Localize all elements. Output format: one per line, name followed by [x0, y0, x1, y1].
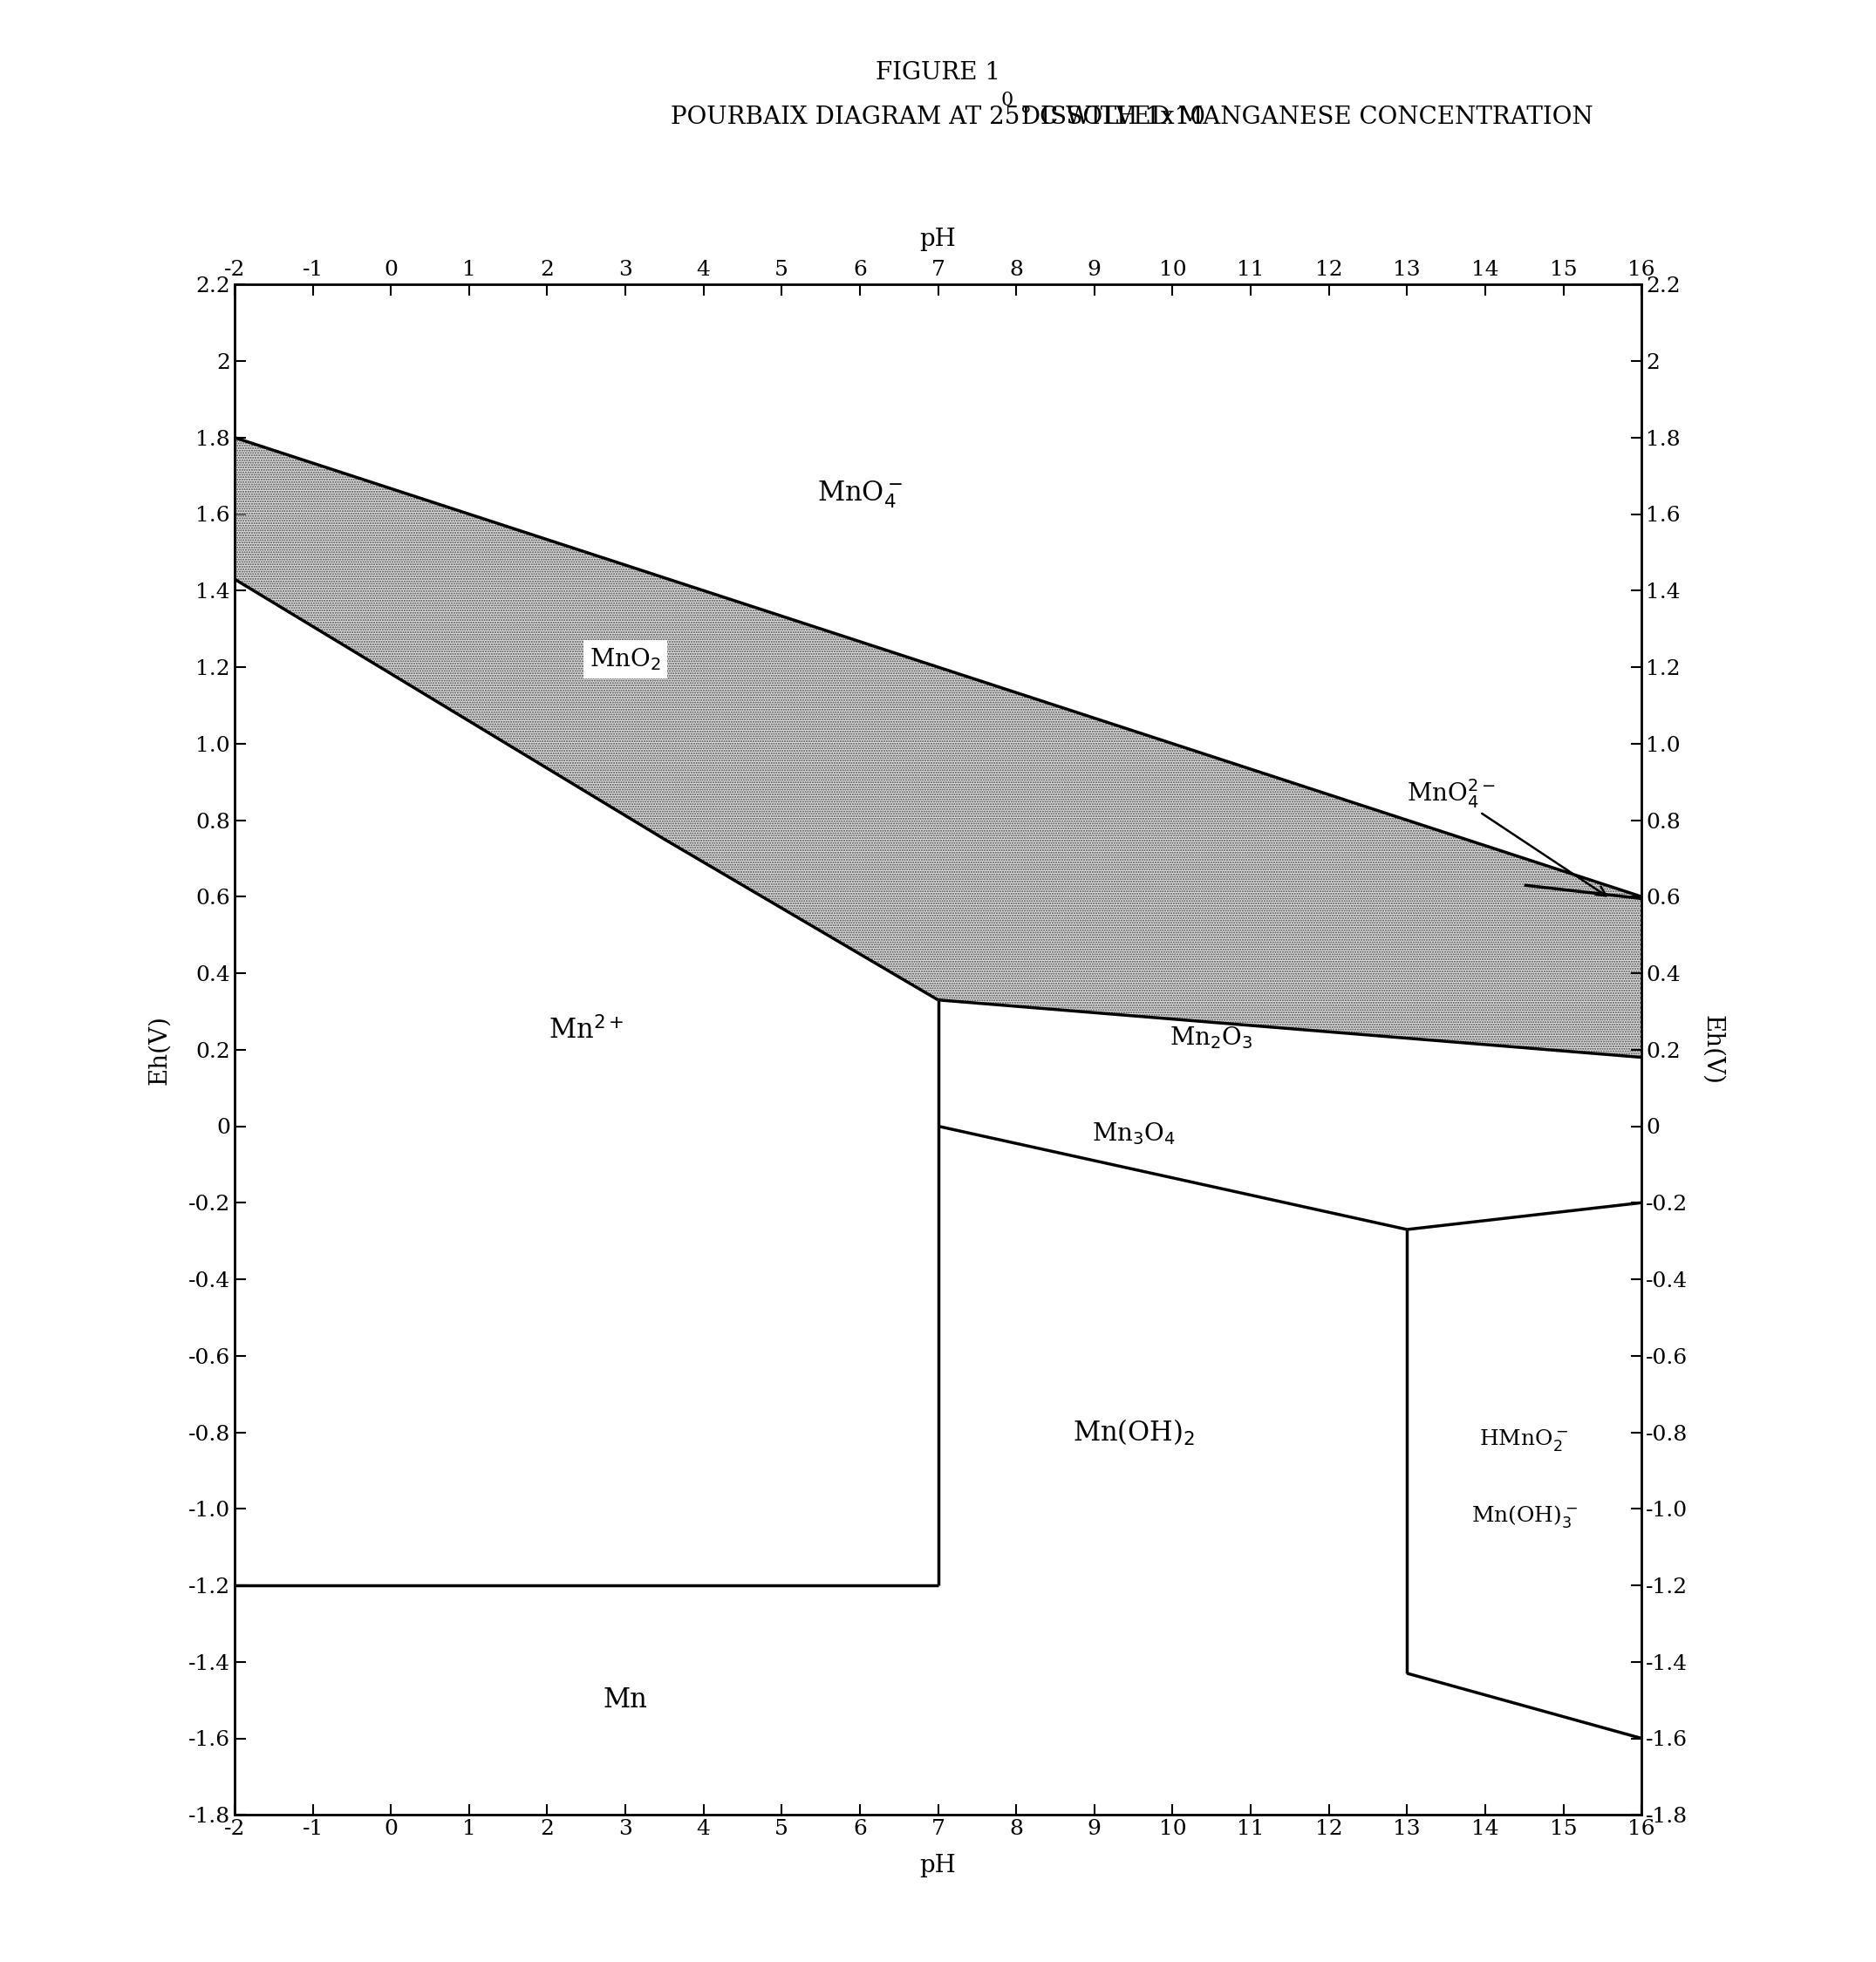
Text: DISSOLVED MANGANESE CONCENTRATION: DISSOLVED MANGANESE CONCENTRATION — [1013, 106, 1593, 129]
Text: Mn$_3$O$_4$: Mn$_3$O$_4$ — [1092, 1120, 1174, 1148]
Text: FIGURE 1: FIGURE 1 — [876, 61, 1000, 84]
Text: MnO$_4^{2-}$: MnO$_4^{2-}$ — [1407, 777, 1606, 897]
Text: Mn$_2$O$_3$: Mn$_2$O$_3$ — [1171, 1026, 1253, 1052]
Text: Mn$^{2+}$: Mn$^{2+}$ — [548, 1016, 625, 1044]
Text: MnO$_2$: MnO$_2$ — [589, 645, 660, 673]
Y-axis label: Eh(V): Eh(V) — [1702, 1014, 1724, 1085]
Y-axis label: Eh(V): Eh(V) — [148, 1014, 171, 1085]
X-axis label: pH: pH — [919, 1854, 957, 1878]
Text: Mn(OH)$_3^-$: Mn(OH)$_3^-$ — [1471, 1503, 1578, 1530]
Text: MnO$_4^-$: MnO$_4^-$ — [818, 479, 902, 510]
Text: Mn: Mn — [604, 1687, 647, 1713]
X-axis label: pH: pH — [919, 228, 957, 251]
Text: HMnO$_2^-$: HMnO$_2^-$ — [1480, 1426, 1568, 1452]
Text: POURBAIX DIAGRAM AT 25° C WITH 1x10: POURBAIX DIAGRAM AT 25° C WITH 1x10 — [670, 106, 1206, 129]
Text: 0: 0 — [1002, 90, 1013, 110]
Polygon shape — [234, 438, 1642, 1058]
Text: Mn(OH)$_2$: Mn(OH)$_2$ — [1073, 1417, 1195, 1448]
